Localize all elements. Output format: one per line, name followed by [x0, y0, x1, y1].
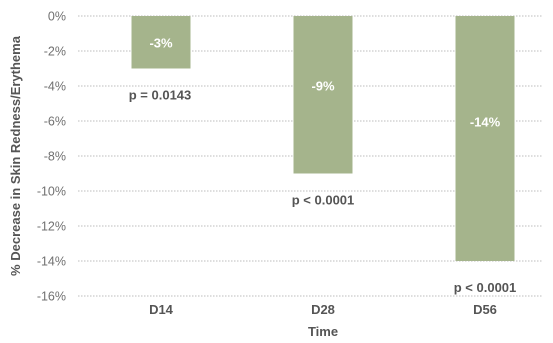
x-tick-label: D28	[311, 302, 335, 317]
y-tick-label: 0%	[48, 10, 66, 24]
x-tick-label: D56	[473, 302, 497, 317]
bar-d28	[293, 16, 353, 174]
y-tick-label: -6%	[44, 115, 66, 129]
y-tick-label: -14%	[37, 255, 66, 269]
bar-value-label: -3%	[149, 35, 173, 50]
p-value-label: p < 0.0001	[292, 193, 355, 208]
x-axis-title: Time	[308, 324, 338, 339]
x-tick-label: D14	[149, 302, 174, 317]
y-axis-ticks: 0% -2% -4% -6% -8% -10% -12% -14% -16%	[37, 10, 66, 304]
y-tick-label: -10%	[37, 185, 66, 199]
y-tick-label: -2%	[44, 45, 66, 59]
annotations: p = 0.0143 p < 0.0001 p < 0.0001	[129, 88, 517, 296]
bar-d14	[131, 16, 191, 69]
y-tick-label: -16%	[37, 290, 66, 304]
p-value-label: p < 0.0001	[454, 280, 517, 295]
y-tick-label: -8%	[44, 150, 66, 164]
y-tick-label: -12%	[37, 220, 66, 234]
x-axis-ticks: D14 D28 D56	[149, 302, 497, 317]
y-tick-label: -4%	[44, 80, 66, 94]
bar-d56	[455, 16, 515, 261]
p-value-label: p = 0.0143	[129, 88, 192, 103]
bar-value-label: -9%	[311, 78, 335, 93]
y-axis-title: % Decrease in Skin Redness/Erythema	[8, 35, 23, 276]
bar-value-label: -14%	[470, 114, 501, 129]
bars: -3% -9% -14%	[131, 16, 515, 261]
